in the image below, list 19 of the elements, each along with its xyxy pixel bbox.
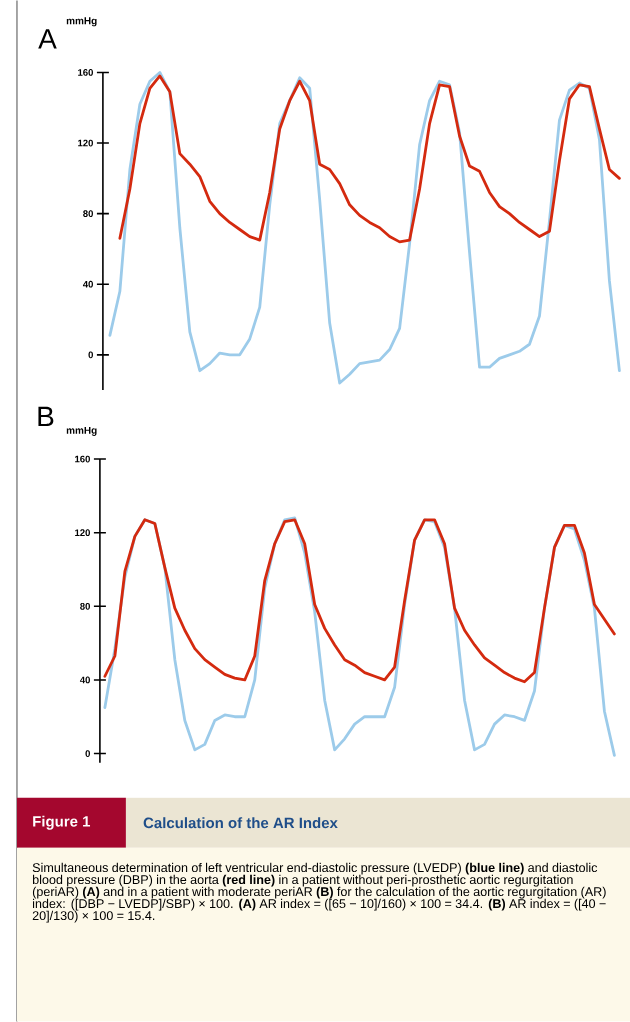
text: Calculation of the AR Index [143, 817, 338, 829]
line-series [103, 518, 616, 684]
caption: Figure 1 [32, 815, 90, 830]
y-tick-label: 40 [79, 676, 90, 684]
y-tick-label: 0 [85, 750, 90, 757]
y-tick-label: 0 [88, 351, 93, 359]
text: Simultaneous determination of left ventricular end-diastolic pressure (LVEDP) (blue line) and diastolic blood pressure (DBP) in the aorta (red line) in a patient without peri-prosthetic aortic regurgitation (periAR) (A) and in a patient with moderate periAR (B) for the calculation of the aortic regurgitation (AR) index: ([DBP − LVEDP]/SBP) × 100. (A) AR index = ([65 − 10]/160) × 100 = 34.4. (B) AR index = ([40 − 20]/130) × 100 = 15.4. [32, 862, 606, 923]
chart-title: B [38, 406, 54, 427]
y-axis-title: mmHg [66, 17, 97, 27]
line-series [118, 74, 621, 244]
y-tick-label: 80 [82, 210, 93, 217]
y-tick-label: 120 [77, 139, 93, 147]
y-tick-label: 160 [77, 69, 93, 76]
y-tick-label: 40 [82, 280, 93, 288]
y-tick-label: 160 [74, 455, 90, 463]
y-tick-label: 120 [74, 529, 90, 537]
y-axis-title: mmHg [66, 426, 97, 436]
y-tick-label: 80 [79, 602, 90, 610]
chart-title: A [38, 29, 57, 49]
